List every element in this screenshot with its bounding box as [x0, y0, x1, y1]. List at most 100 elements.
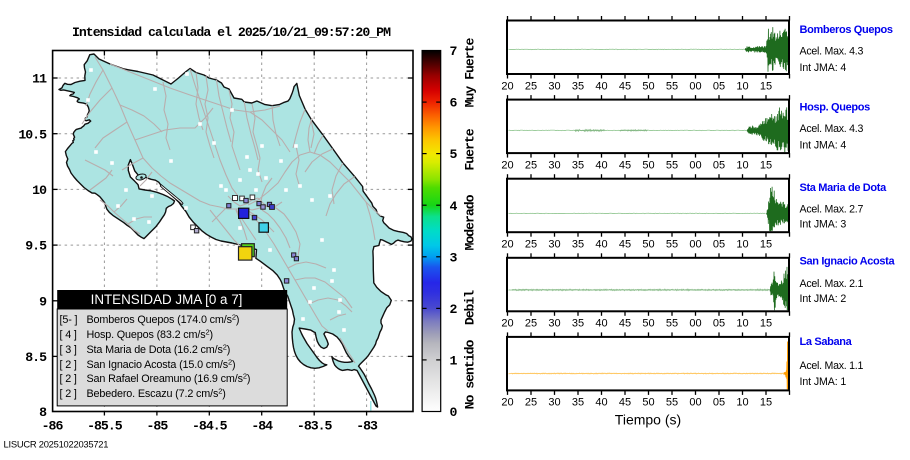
svg-text:00: 00	[689, 397, 701, 409]
svg-text:10: 10	[32, 183, 47, 198]
svg-text:00: 00	[689, 159, 701, 171]
svg-text:55: 55	[666, 159, 678, 171]
svg-text:55: 55	[666, 397, 678, 409]
svg-text:40: 40	[595, 159, 607, 171]
svg-text:45: 45	[619, 159, 631, 171]
svg-text:Fuerte: Fuerte	[463, 128, 478, 170]
svg-text:25: 25	[525, 159, 537, 171]
svg-text:Hosp. Quepos: Hosp. Quepos	[800, 101, 871, 113]
svg-text:30: 30	[548, 318, 560, 330]
svg-text:-85.5: -85.5	[87, 419, 123, 434]
svg-text:20: 20	[501, 397, 513, 409]
svg-text:9.5: 9.5	[25, 239, 47, 254]
svg-text:Tiempo (s): Tiempo (s)	[615, 412, 681, 428]
svg-text:La Sabana: La Sabana	[800, 336, 853, 348]
svg-text:-83.5: -83.5	[297, 419, 333, 434]
svg-text:San Rafael Oreamuno (16.9 cm/s: San Rafael Oreamuno (16.9 cm/s2)	[87, 372, 251, 386]
svg-text:San Ignacio Acosta (15.0 cm/s2: San Ignacio Acosta (15.0 cm/s2)	[87, 357, 236, 371]
svg-text:35: 35	[572, 239, 584, 251]
svg-text:-84: -84	[251, 419, 273, 434]
svg-text:35: 35	[572, 80, 584, 92]
svg-text:8.5: 8.5	[25, 350, 47, 365]
svg-text:4: 4	[450, 199, 458, 214]
svg-text:INTENSIDAD JMA [0 a 7]: INTENSIDAD JMA [0 a 7]	[91, 292, 243, 307]
svg-text:35: 35	[572, 159, 584, 171]
svg-text:15: 15	[760, 318, 772, 330]
svg-text:10: 10	[736, 318, 748, 330]
svg-text:Muy Fuerte: Muy Fuerte	[463, 38, 478, 108]
svg-text:10: 10	[736, 239, 748, 251]
svg-text:40: 40	[595, 239, 607, 251]
svg-text:5: 5	[450, 147, 458, 162]
svg-text:00: 00	[689, 80, 701, 92]
svg-text:05: 05	[713, 318, 725, 330]
svg-text:[ 2 ]: [ 2 ]	[60, 388, 77, 400]
svg-text:50: 50	[642, 239, 654, 251]
svg-text:10.5: 10.5	[18, 127, 47, 142]
svg-text:San Ignacio Acosta: San Ignacio Acosta	[800, 256, 896, 268]
svg-text:25: 25	[525, 318, 537, 330]
svg-text:[5- ]: [5- ]	[60, 314, 78, 326]
svg-text:10: 10	[736, 80, 748, 92]
svg-text:Hosp. Quepos (83.2 cm/s2): Hosp. Quepos (83.2 cm/s2)	[87, 328, 213, 342]
svg-text:15: 15	[760, 397, 772, 409]
svg-text:00: 00	[689, 239, 701, 251]
svg-text:Acel. Max. 2.1: Acel. Max. 2.1	[800, 278, 864, 290]
svg-text:Bomberos Quepos: Bomberos Quepos	[800, 24, 893, 36]
svg-text:30: 30	[548, 397, 560, 409]
svg-text:10: 10	[736, 397, 748, 409]
svg-text:40: 40	[595, 80, 607, 92]
svg-text:00: 00	[689, 318, 701, 330]
svg-text:Int JMA: 4: Int JMA: 4	[800, 140, 847, 152]
svg-text:Bebedero. Escazu (7.2 cm/s2): Bebedero. Escazu (7.2 cm/s2)	[87, 386, 226, 400]
svg-text:30: 30	[548, 159, 560, 171]
svg-text:Debil: Debil	[463, 290, 478, 325]
svg-text:20: 20	[501, 318, 513, 330]
svg-text:25: 25	[525, 239, 537, 251]
svg-text:50: 50	[642, 318, 654, 330]
svg-text:[ 2 ]: [ 2 ]	[60, 359, 77, 371]
svg-text:-86: -86	[42, 419, 64, 434]
svg-text:20: 20	[501, 80, 513, 92]
svg-text:30: 30	[548, 239, 560, 251]
svg-text:50: 50	[642, 159, 654, 171]
svg-text:Acel. Max. 2.7: Acel. Max. 2.7	[800, 203, 864, 215]
svg-text:10: 10	[736, 159, 748, 171]
svg-text:-84.5: -84.5	[192, 419, 228, 434]
svg-text:9: 9	[39, 294, 47, 309]
svg-text:Intensidad calculada el 2025/1: Intensidad calculada el 2025/10/21_09:57…	[72, 25, 391, 40]
svg-text:[ 3 ]: [ 3 ]	[60, 344, 77, 356]
svg-text:Acel. Max. 4.3: Acel. Max. 4.3	[800, 46, 864, 58]
svg-text:[ 4 ]: [ 4 ]	[60, 329, 77, 341]
svg-text:45: 45	[619, 80, 631, 92]
svg-text:55: 55	[666, 239, 678, 251]
svg-text:-83: -83	[356, 419, 378, 434]
svg-text:05: 05	[713, 80, 725, 92]
svg-text:1: 1	[450, 354, 458, 369]
svg-text:LISUCR 20251022035721: LISUCR 20251022035721	[4, 439, 109, 450]
svg-text:7: 7	[450, 44, 458, 59]
svg-text:Int JMA: 4: Int JMA: 4	[800, 62, 847, 74]
svg-text:55: 55	[666, 80, 678, 92]
svg-text:No sentido: No sentido	[463, 340, 478, 410]
svg-text:40: 40	[595, 318, 607, 330]
svg-text:0: 0	[450, 405, 458, 420]
svg-text:Acel. Max. 1.1: Acel. Max. 1.1	[800, 360, 864, 372]
svg-text:15: 15	[760, 239, 772, 251]
svg-text:25: 25	[525, 397, 537, 409]
svg-text:[ 2 ]: [ 2 ]	[60, 373, 77, 385]
svg-text:45: 45	[619, 397, 631, 409]
svg-text:3: 3	[450, 250, 458, 265]
svg-text:Acel. Max. 4.3: Acel. Max. 4.3	[800, 123, 864, 135]
svg-text:15: 15	[760, 159, 772, 171]
svg-text:50: 50	[642, 397, 654, 409]
svg-text:30: 30	[548, 80, 560, 92]
svg-text:Int JMA: 3: Int JMA: 3	[800, 218, 847, 230]
svg-text:Moderado: Moderado	[463, 194, 478, 250]
svg-text:Bomberos Quepos (174.0 cm/s2): Bomberos Quepos (174.0 cm/s2)	[87, 313, 240, 327]
svg-text:45: 45	[619, 318, 631, 330]
svg-text:8: 8	[39, 405, 47, 420]
svg-text:55: 55	[666, 318, 678, 330]
svg-text:20: 20	[501, 159, 513, 171]
svg-text:11: 11	[32, 72, 47, 87]
